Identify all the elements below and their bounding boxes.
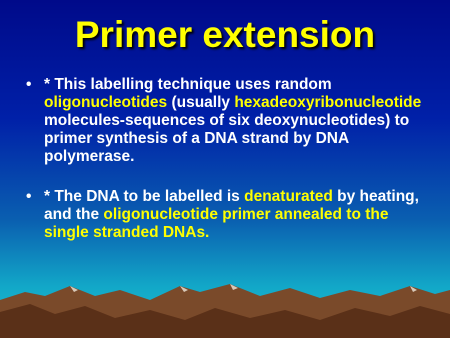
text: (usually: [167, 94, 235, 111]
text: * The DNA to be labelled is: [44, 188, 245, 205]
highlighted-text: oligonucleotide primer annealed to the s…: [44, 206, 389, 241]
mountains-front: [0, 304, 450, 338]
highlighted-text: hexadeoxyribonucleotide: [234, 94, 422, 111]
highlighted-text: denaturated: [244, 188, 333, 205]
title: Primer extension: [74, 14, 376, 55]
bullet-list: * This labelling technique uses random o…: [26, 76, 436, 264]
highlighted-text: oligonucleotides: [44, 94, 168, 111]
text: by heating, and the: [44, 188, 419, 223]
text: * This labelling technique uses random: [44, 76, 332, 93]
bullet: * The DNA to be labelled is denaturated …: [26, 188, 436, 242]
text: molecules-sequences of six deoxynucleoti…: [44, 112, 410, 165]
bullet: * This labelling technique uses random o…: [26, 76, 436, 166]
